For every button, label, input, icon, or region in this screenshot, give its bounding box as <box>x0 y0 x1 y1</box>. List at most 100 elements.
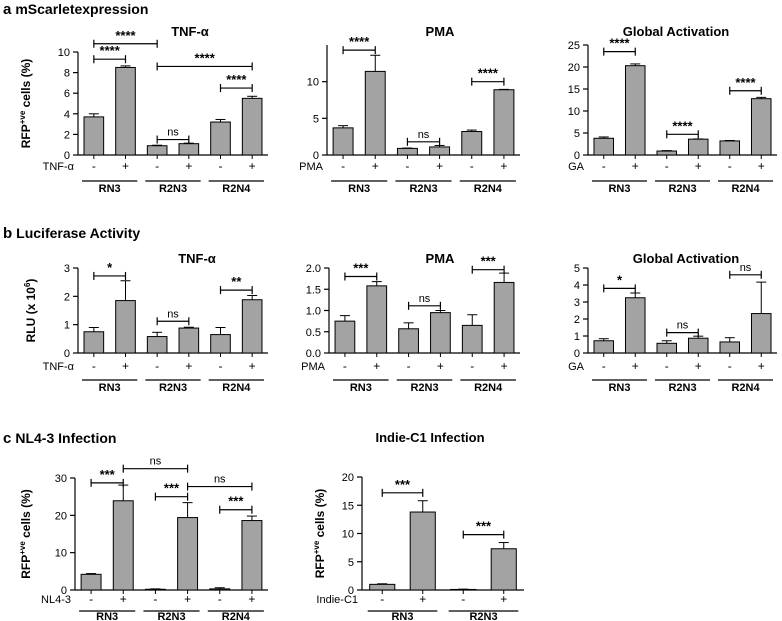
chart-b2-bar <box>334 320 356 354</box>
chart-a2-bar <box>493 89 515 156</box>
chart-c1-sig-label: *** <box>228 494 244 509</box>
section-b-heading: b Luciferase Activity <box>3 225 141 242</box>
chart-a2-x-tick-label: - <box>341 159 345 173</box>
chart-b1-bar <box>241 299 263 354</box>
chart-b3-y-tick-label: 3 <box>574 297 580 309</box>
chart-a3-x-tick-label: - <box>665 159 669 173</box>
chart-a3-sig-label: **** <box>735 75 756 90</box>
chart-b3-group-label: R2N3 <box>668 382 696 394</box>
chart-b3-bar <box>750 313 772 354</box>
chart-c2-sig-label: *** <box>395 477 411 492</box>
chart-b1-x-tick-label: - <box>219 359 223 373</box>
chart-c1-group-label: R2N3 <box>157 611 185 621</box>
chart-a1-bar <box>178 143 200 156</box>
chart-c1-x-tick-label: + <box>184 592 191 606</box>
chart-a3-x-tick-label: + <box>758 159 765 173</box>
chart-c1-y-tick-label: 30 <box>55 473 67 485</box>
chart-a1-title: TNF-α <box>171 24 209 39</box>
chart-a1-sig-label: **** <box>226 72 247 87</box>
chart-a3-sig-label: **** <box>672 118 693 133</box>
chart-b1-sig-label: ** <box>231 274 242 289</box>
chart-b3-y-tick-label: 5 <box>574 263 580 275</box>
chart-c1-y-tick-label: 10 <box>55 548 67 560</box>
chart-a2-group-label: R2N3 <box>409 183 437 195</box>
chart-c1-group-label: R2N4 <box>222 611 251 621</box>
chart-a3-group-label: R2N4 <box>731 183 760 195</box>
chart-b3-y-tick-label: 4 <box>574 280 580 292</box>
chart-b3-bar <box>593 340 615 354</box>
chart-b1-bar <box>210 334 231 354</box>
chart-a2-y-tick-label: 0 <box>313 150 319 162</box>
chart-c1-x-tick-label: - <box>89 592 93 606</box>
chart-c2-title: Indie-C1 Infection <box>375 430 484 445</box>
chart-b1-y-tick-label: 2 <box>64 291 70 303</box>
chart-b2-sig-label: *** <box>353 261 369 276</box>
chart-b1-x-tick-label: + <box>122 359 129 373</box>
chart-c2-y-label: RFP+ve cells (%) <box>312 489 327 579</box>
chart-c1-treatment-label: NL4-3 <box>41 594 71 606</box>
chart-a1-treatment-label: TNF-α <box>43 161 75 173</box>
chart-a1-group-label: R2N3 <box>159 183 187 195</box>
chart-a3-x-tick-label: + <box>695 159 702 173</box>
chart-a3-y-tick-label: 0 <box>574 150 580 162</box>
chart-a2-bar <box>364 70 386 156</box>
chart-c1-x-tick-label: - <box>218 592 222 606</box>
chart-b2-group-label: R2N3 <box>410 382 438 394</box>
chart-a1-x-tick-label: - <box>92 159 96 173</box>
chart-b2-x-tick-label: - <box>470 359 474 373</box>
chart-a2-group-label: RN3 <box>348 183 370 195</box>
chart-a1-y-label: RFP+ve cells (%) <box>18 59 33 149</box>
chart-a1-y-tick-label: 6 <box>64 88 70 100</box>
chart-c2-bar <box>369 583 396 591</box>
chart-a3-x-tick-label: - <box>728 159 732 173</box>
chart-b3-sig-label: * <box>617 272 623 287</box>
chart-a2-x-tick-label: + <box>372 159 379 173</box>
chart-b1-x-tick-label: - <box>92 359 96 373</box>
chart-a3-bar <box>624 65 646 156</box>
chart-c1-sig-label: *** <box>100 467 116 482</box>
chart-c1-x-tick-label: - <box>153 592 157 606</box>
chart-c1-y-tick-label: 0 <box>61 585 67 597</box>
chart-b3-group-label: R2N4 <box>731 382 760 394</box>
chart-b3-y-tick-label: 1 <box>574 331 580 343</box>
chart-c2-y-tick-label: 20 <box>342 472 354 484</box>
chart-a1-bar <box>146 145 168 156</box>
chart-b1-title: TNF-α <box>178 251 216 266</box>
chart-b2-bar <box>366 285 388 354</box>
chart-a3-y-tick-label: 15 <box>568 84 580 96</box>
chart-a2-x-tick-label: - <box>405 159 409 173</box>
chart-b3-bar <box>656 342 678 354</box>
chart-a2-sig-label: ns <box>418 129 430 141</box>
section-a-heading: a mScarletexpression <box>3 1 149 18</box>
chart-b1-group-label: R2N4 <box>222 382 251 394</box>
chart-b2-x-tick-label: + <box>373 359 380 373</box>
chart-a2-treatment-label: PMA <box>299 161 324 173</box>
chart-b3-x-tick-label: - <box>665 359 669 373</box>
chart-a1-sig-label: ns <box>167 127 179 139</box>
chart-b2-x-tick-label: - <box>343 359 347 373</box>
chart-a2-x-tick-label: - <box>470 159 474 173</box>
chart-b2-y-tick-label: 0.5 <box>306 327 321 339</box>
chart-b2-x-tick-label: + <box>437 359 444 373</box>
chart-c2-y-tick-label: 15 <box>342 500 354 512</box>
chart-a2-sig-label: **** <box>349 34 370 49</box>
chart-a3-y-tick-label: 10 <box>568 106 580 118</box>
chart-b2-bar <box>430 312 451 354</box>
chart-a3-bar <box>687 138 709 156</box>
chart-c1-bar <box>209 588 231 591</box>
chart-c2-treatment-label: Indie-C1 <box>316 594 358 606</box>
chart-a2-y-tick-label: 5 <box>313 113 319 125</box>
chart-b1-y-tick-label: 1 <box>64 320 70 332</box>
chart-b1-x-tick-label: + <box>185 359 192 373</box>
chart-b3-bar <box>687 337 709 354</box>
chart-a1-y-tick-label: 0 <box>64 150 70 162</box>
chart-a2-x-tick-label: + <box>500 159 507 173</box>
chart-b3-treatment-label: GA <box>568 361 585 373</box>
chart-a3-bar <box>593 137 615 156</box>
chart-b3-title: Global Activation <box>633 251 739 266</box>
chart-b1-x-tick-label: + <box>249 359 256 373</box>
chart-c2-x-tick-label: + <box>500 592 507 606</box>
chart-c2-x-tick-label: - <box>461 592 465 606</box>
chart-a1-sig-label: **** <box>100 43 121 58</box>
